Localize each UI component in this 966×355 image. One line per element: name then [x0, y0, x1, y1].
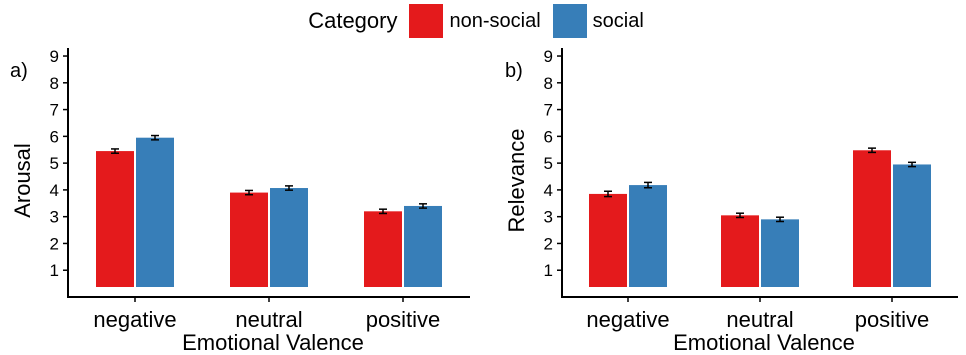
y-tick-label: 7	[50, 101, 59, 120]
y-tick-label: 3	[50, 208, 59, 227]
bar-social-neutral	[761, 219, 799, 287]
x-axis-label: Emotional Valence	[182, 330, 364, 355]
legend-item-social: social	[552, 4, 644, 38]
y-tick-label: 7	[544, 101, 553, 120]
legend-label-non-social: non-social	[449, 9, 541, 32]
bar-non-social-positive	[364, 211, 402, 287]
panel-label: b)	[505, 60, 523, 82]
bar-social-negative	[136, 137, 174, 287]
x-tick-label: negative	[93, 307, 176, 332]
y-tick-label: 2	[50, 234, 59, 253]
y-axis-label: Arousal	[10, 143, 35, 218]
bar-social-positive	[893, 164, 931, 287]
y-tick-label: 6	[50, 127, 59, 146]
y-tick-label: 8	[50, 74, 59, 93]
x-tick-label: neutral	[235, 307, 302, 332]
y-tick-label: 4	[544, 181, 553, 200]
legend-item-non-social: non-social	[409, 4, 541, 38]
bar-non-social-negative	[589, 193, 627, 287]
y-tick-label: 6	[544, 127, 553, 146]
y-tick-label: 8	[544, 74, 553, 93]
y-tick-label: 5	[50, 154, 59, 173]
x-tick-label: neutral	[726, 307, 793, 332]
bar-non-social-positive	[853, 150, 891, 287]
y-tick-label: 2	[544, 234, 553, 253]
y-tick-label: 5	[544, 154, 553, 173]
legend-swatch-social	[552, 4, 587, 38]
x-tick-label: positive	[855, 307, 930, 332]
y-tick-label: 9	[50, 47, 59, 66]
x-axis-label: Emotional Valence	[673, 330, 855, 355]
y-axis-label: Relevance	[504, 129, 529, 233]
bar-social-positive	[404, 205, 442, 287]
y-tick-label: 9	[544, 47, 553, 66]
legend-title: Category	[308, 8, 398, 33]
y-tick-label: 1	[50, 261, 59, 280]
bar-non-social-neutral	[721, 215, 759, 287]
bar-non-social-negative	[96, 151, 134, 287]
y-tick-label: 1	[544, 261, 553, 280]
x-tick-label: negative	[586, 307, 669, 332]
bar-non-social-neutral	[230, 192, 268, 287]
legend-swatch-non-social	[409, 4, 444, 38]
y-tick-label: 3	[544, 208, 553, 227]
bar-social-neutral	[270, 188, 308, 287]
legend-label-social: social	[592, 9, 644, 32]
x-tick-label: positive	[366, 307, 441, 332]
panel-label: a)	[10, 60, 28, 82]
legend: Category non-social social	[0, 4, 966, 38]
y-tick-label: 4	[50, 181, 59, 200]
bar-social-negative	[629, 185, 667, 287]
